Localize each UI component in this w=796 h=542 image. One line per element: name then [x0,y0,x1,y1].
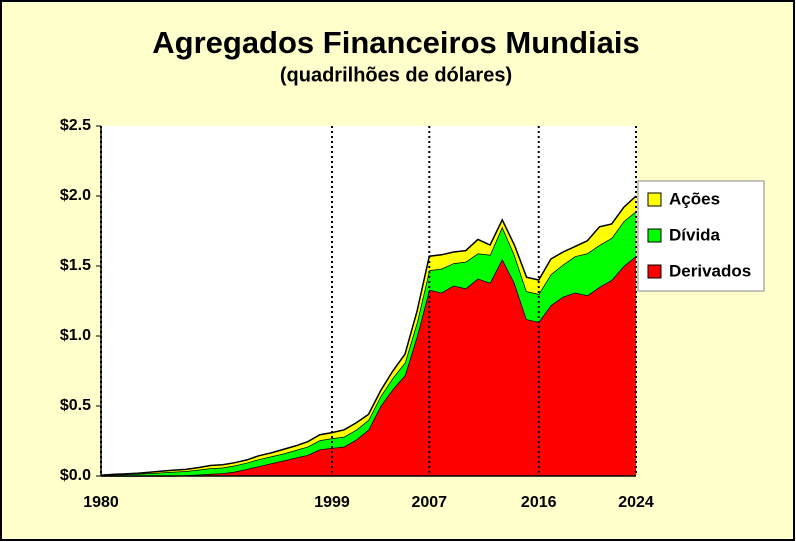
x-tick-label: 1999 [314,494,350,511]
x-tick-label: 1980 [83,494,119,511]
y-tick-label: $2.5 [60,117,91,134]
legend-label: Ações [669,189,720,208]
x-tick-label: 2016 [521,494,557,511]
area [101,256,636,476]
y-tick-label: $1.5 [60,257,91,274]
legend-label: Dívida [669,225,721,244]
x-tick-label: 2007 [411,494,447,511]
y-tick-label: $1.0 [60,327,91,344]
legend-label: Derivados [669,261,751,280]
area-edge [100,195,637,477]
x-tick-label: 2024 [618,494,654,511]
chart-subtitle: (quadrilhões de dólares) [280,64,512,86]
legend-swatch [647,264,662,279]
y-tick-label: $0.0 [60,467,91,484]
area [101,211,636,476]
chart-title: Agregados Financeiros Mundiais [152,25,639,60]
y-tick-label: $0.5 [60,397,91,414]
y-tick-label: $2.0 [60,187,91,204]
area [101,196,636,476]
legend-swatch [647,228,662,243]
legend-swatch [647,192,662,207]
